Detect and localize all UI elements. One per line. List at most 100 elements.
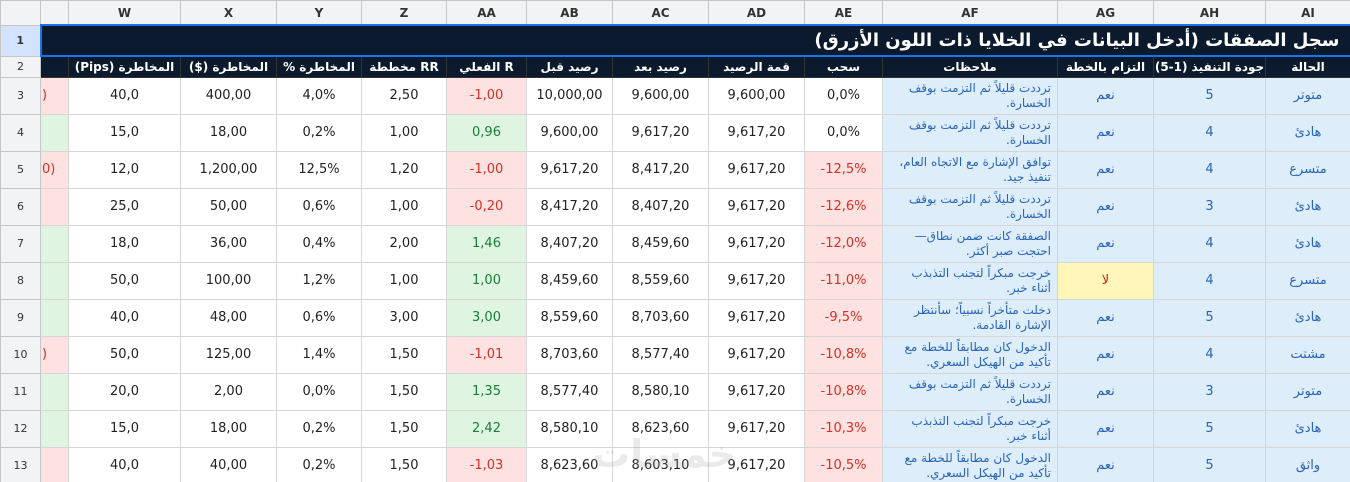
row-header[interactable]: 4 [0, 113, 41, 152]
cell-balance-after[interactable]: 8,407,20 [612, 187, 709, 226]
cell-risk-pips[interactable]: 15,0 [68, 409, 181, 448]
cell-balance-after[interactable]: 8,577,40 [612, 335, 709, 374]
cell-risk-pips[interactable]: 40,0 [68, 76, 181, 115]
header-balance-before[interactable]: رصيد قبل [526, 55, 613, 78]
cell-balance-before[interactable]: 8,703,60 [526, 335, 613, 374]
cell-risk-dollar[interactable]: 50,00 [180, 187, 277, 226]
cell-planned-rr[interactable]: 2,50 [361, 76, 447, 115]
cell-peak-balance[interactable]: 9,617,20 [708, 224, 805, 263]
cell-v[interactable] [40, 261, 69, 300]
column-header-y[interactable]: Y [276, 0, 362, 26]
cell-risk-dollar[interactable]: 18,00 [180, 409, 277, 448]
cell-risk-dollar[interactable]: 48,00 [180, 298, 277, 337]
cell-drawdown[interactable]: -10,3% [804, 409, 883, 448]
cell-actual-r[interactable]: -0,20 [446, 187, 527, 226]
cell-risk-percent[interactable]: 1,2% [276, 261, 362, 300]
cell-peak-balance[interactable]: 9,617,20 [708, 261, 805, 300]
cell-state[interactable]: متوتر [1265, 372, 1350, 411]
row-header[interactable]: 11 [0, 372, 41, 411]
cell-state[interactable]: هادئ [1265, 224, 1350, 263]
cell-risk-pips[interactable]: 25,0 [68, 187, 181, 226]
cell-notes[interactable]: خرجت مبكراً لتجنب التذبذب أثناء خبر. [882, 409, 1058, 448]
row-header[interactable]: 3 [0, 76, 41, 115]
cell-peak-balance[interactable]: 9,617,20 [708, 298, 805, 337]
column-header-ae[interactable]: AE [804, 0, 883, 26]
cell-balance-before[interactable]: 8,559,60 [526, 298, 613, 337]
cell-planned-rr[interactable]: 2,00 [361, 224, 447, 263]
header-actual-r[interactable]: R الفعلي [446, 55, 527, 78]
header-plan-adherence[interactable]: التزام بالخطة [1057, 55, 1154, 78]
cell-execution-quality[interactable]: 5 [1153, 76, 1266, 115]
cell-plan-adherence[interactable]: نعم [1057, 446, 1154, 482]
cell-state[interactable]: هادئ [1265, 113, 1350, 152]
cell-risk-percent[interactable]: 0,2% [276, 446, 362, 482]
cell-state[interactable]: مشتت [1265, 335, 1350, 374]
cell-risk-dollar[interactable]: 36,00 [180, 224, 277, 263]
row-header[interactable]: 5 [0, 150, 41, 189]
cell-execution-quality[interactable]: 5 [1153, 446, 1266, 482]
cell-actual-r[interactable]: -1,00 [446, 150, 527, 189]
header-execution-quality[interactable]: جودة التنفيذ (1-5) [1153, 55, 1266, 78]
cell-execution-quality[interactable]: 4 [1153, 224, 1266, 263]
cell-v[interactable]: 0) [40, 150, 69, 189]
cell-execution-quality[interactable]: 4 [1153, 150, 1266, 189]
cell-planned-rr[interactable]: 1,00 [361, 187, 447, 226]
cell-v[interactable] [40, 113, 69, 152]
cell-balance-before[interactable]: 8,623,60 [526, 446, 613, 482]
cell-actual-r[interactable]: 1,35 [446, 372, 527, 411]
column-header-v-partial[interactable] [40, 0, 69, 26]
cell-notes[interactable]: دخلت متأخراً نسبياً؛ سأنتظر الإشارة القا… [882, 298, 1058, 337]
cell-v[interactable]: ) [40, 335, 69, 374]
cell-risk-pips[interactable]: 40,0 [68, 298, 181, 337]
cell-actual-r[interactable]: -1,00 [446, 76, 527, 115]
cell-balance-before[interactable]: 8,407,20 [526, 224, 613, 263]
cell-drawdown[interactable]: -12,5% [804, 150, 883, 189]
cell-risk-dollar[interactable]: 18,00 [180, 113, 277, 152]
cell-actual-r[interactable]: -1,01 [446, 335, 527, 374]
cell-plan-adherence[interactable]: نعم [1057, 150, 1154, 189]
cell-planned-rr[interactable]: 1,00 [361, 261, 447, 300]
cell-notes[interactable]: الدخول كان مطابقاً للخطة مع تأكيد من اله… [882, 446, 1058, 482]
cell-execution-quality[interactable]: 3 [1153, 372, 1266, 411]
column-header-z[interactable]: Z [361, 0, 447, 26]
cell-execution-quality[interactable]: 4 [1153, 335, 1266, 374]
cell-peak-balance[interactable]: 9,617,20 [708, 187, 805, 226]
column-header-af[interactable]: AF [882, 0, 1058, 26]
cell-risk-percent[interactable]: 4,0% [276, 76, 362, 115]
cell-balance-before[interactable]: 9,617,20 [526, 150, 613, 189]
cell-risk-dollar[interactable]: 40,00 [180, 446, 277, 482]
cell-balance-before[interactable]: 10,000,00 [526, 76, 613, 115]
cell-risk-dollar[interactable]: 400,00 [180, 76, 277, 115]
cell-peak-balance[interactable]: 9,617,20 [708, 335, 805, 374]
cell-planned-rr[interactable]: 1,50 [361, 409, 447, 448]
cell-peak-balance[interactable]: 9,617,20 [708, 150, 805, 189]
sheet-title-cell[interactable]: سجل الصفقات (أدخل البيانات في الخلايا ذا… [39, 24, 1350, 57]
cell-balance-before[interactable]: 8,417,20 [526, 187, 613, 226]
cell-drawdown[interactable]: -12,6% [804, 187, 883, 226]
column-header-ac[interactable]: AC [612, 0, 709, 26]
cell-peak-balance[interactable]: 9,600,00 [708, 76, 805, 115]
cell-drawdown[interactable]: -11,0% [804, 261, 883, 300]
cell-risk-dollar[interactable]: 125,00 [180, 335, 277, 374]
cell-plan-adherence[interactable]: نعم [1057, 409, 1154, 448]
cell-peak-balance[interactable]: 9,617,20 [708, 446, 805, 482]
cell-drawdown[interactable]: 0,0% [804, 113, 883, 152]
cell-drawdown[interactable]: -10,5% [804, 446, 883, 482]
cell-notes[interactable]: الدخول كان مطابقاً للخطة مع تأكيد من اله… [882, 335, 1058, 374]
cell-v[interactable] [40, 224, 69, 263]
cell-drawdown[interactable]: -10,8% [804, 335, 883, 374]
row-header-1[interactable]: 1 [0, 24, 41, 57]
cell-risk-percent[interactable]: 0,2% [276, 113, 362, 152]
cell-balance-before[interactable]: 8,459,60 [526, 261, 613, 300]
row-header[interactable]: 9 [0, 298, 41, 337]
cell-risk-percent[interactable]: 12,5% [276, 150, 362, 189]
cell-balance-after[interactable]: 8,603,10 [612, 446, 709, 482]
header-risk-dollar[interactable]: المخاطرة ($) [180, 55, 277, 78]
cell-risk-pips[interactable]: 18,0 [68, 224, 181, 263]
cell-actual-r[interactable]: 2,42 [446, 409, 527, 448]
cell-actual-r[interactable]: 0,96 [446, 113, 527, 152]
cell-state[interactable]: متسرع [1265, 261, 1350, 300]
cell-state[interactable]: متوتر [1265, 76, 1350, 115]
cell-notes[interactable]: ترددت قليلاً ثم التزمت بوقف الخسارة. [882, 372, 1058, 411]
cell-plan-adherence[interactable]: نعم [1057, 224, 1154, 263]
